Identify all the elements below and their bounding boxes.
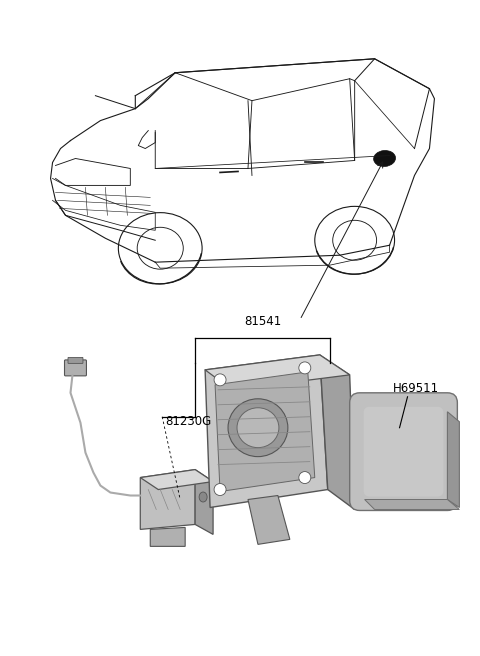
FancyBboxPatch shape (64, 360, 86, 376)
Polygon shape (195, 470, 213, 535)
Ellipse shape (373, 150, 396, 167)
Polygon shape (205, 355, 350, 390)
Polygon shape (140, 470, 195, 529)
Polygon shape (320, 355, 355, 510)
Text: 81230G: 81230G (165, 415, 212, 428)
FancyBboxPatch shape (350, 393, 457, 510)
Circle shape (214, 483, 226, 495)
FancyBboxPatch shape (68, 358, 83, 363)
FancyBboxPatch shape (364, 407, 444, 497)
Polygon shape (215, 372, 315, 491)
Text: 81541: 81541 (244, 315, 281, 328)
Ellipse shape (237, 408, 279, 447)
Polygon shape (205, 355, 328, 508)
Polygon shape (447, 412, 459, 508)
Ellipse shape (228, 399, 288, 457)
Polygon shape (140, 470, 213, 489)
Circle shape (299, 362, 311, 374)
Circle shape (214, 374, 226, 386)
Polygon shape (150, 527, 185, 546)
Circle shape (299, 472, 311, 483)
Ellipse shape (199, 492, 207, 502)
Polygon shape (365, 499, 459, 510)
Polygon shape (248, 495, 290, 544)
Text: H69511: H69511 (393, 382, 439, 395)
